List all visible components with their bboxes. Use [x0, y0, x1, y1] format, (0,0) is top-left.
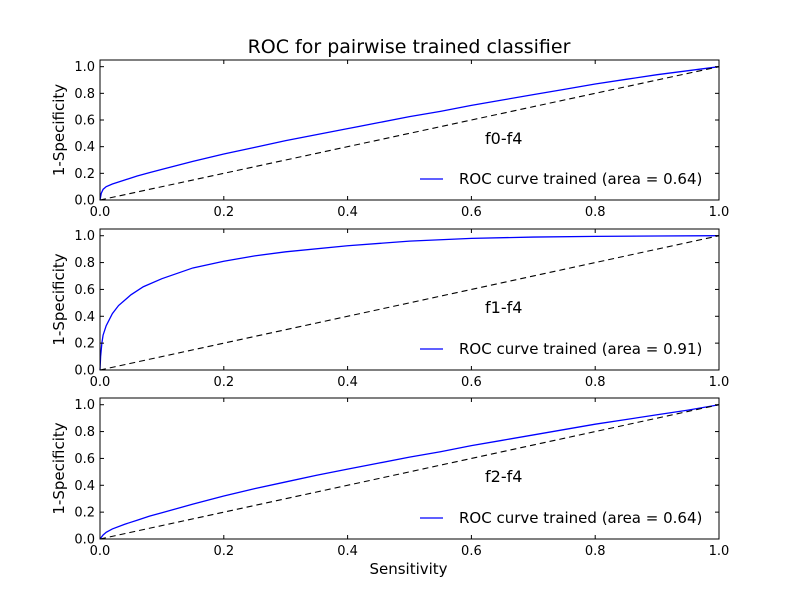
x-tick-label: 0.6 [461, 375, 482, 390]
x-tick-label: 1.0 [709, 375, 730, 390]
y-tick-label: 0.0 [74, 364, 95, 379]
y-tick-label: 0.2 [74, 337, 95, 352]
roc-curve-line [99, 66, 720, 201]
legend-entry: ROC curve trained (area = 0.91) [459, 340, 702, 358]
x-tick-label: 1.0 [709, 205, 730, 220]
x-tick-label: 0.4 [337, 205, 358, 220]
plot-frame [99, 228, 720, 371]
x-tick-label: 0.8 [585, 375, 606, 390]
figure-title: ROC for pairwise trained classifier [248, 36, 571, 58]
y-tick-label: 0.4 [74, 140, 95, 155]
x-tick-label: 0.0 [90, 205, 111, 220]
y-tick-label: 1.0 [74, 398, 95, 413]
x-tick-label: 0.8 [585, 544, 606, 559]
y-tick-label: 0.0 [74, 194, 95, 209]
x-tick-label: 0.4 [337, 544, 358, 559]
x-tick-label: 0.6 [461, 544, 482, 559]
y-tick-label: 0.8 [74, 425, 95, 440]
roc-curve-line [99, 404, 720, 540]
plot-frame [99, 397, 720, 540]
y-axis-label: 1-Specificity [50, 84, 68, 176]
x-tick-label: 0.2 [213, 205, 234, 220]
panel-f0-f4: 0.0 0.2 0.4 0.6 0.8 1.0 0.0 0.2 0.4 0.6 0.8 1.0 1-Sp… [50, 59, 730, 220]
y-tick-label: 0.4 [74, 310, 95, 325]
y-axis-label: 1-Specificity [50, 422, 68, 514]
x-tick-label: 0.0 [90, 375, 111, 390]
y-tick-label: 0.4 [74, 479, 95, 494]
y-tick-label: 0.0 [74, 533, 95, 548]
chance-diagonal-line [99, 66, 720, 201]
legend-entry: ROC curve trained (area = 0.64) [459, 509, 702, 527]
x-tick-label: 0.6 [461, 205, 482, 220]
panel-annotation: f0-f4 [485, 129, 522, 148]
x-axis-label: Sensitivity [369, 560, 447, 578]
y-axis-label: 1-Specificity [50, 253, 68, 345]
legend-entry: ROC curve trained (area = 0.64) [459, 170, 702, 188]
y-tick-label: 1.0 [74, 229, 95, 244]
y-tick-label: 0.8 [74, 256, 95, 271]
roc-curve-line [99, 235, 720, 371]
panel-annotation: f2-f4 [485, 467, 522, 486]
y-tick-label: 0.6 [74, 114, 95, 129]
chance-diagonal-line [99, 404, 720, 540]
panels: 0.0 0.2 0.4 0.6 0.8 1.0 0.0 0.2 0.4 0.6 0.8 1.0 1-Sp… [50, 59, 730, 578]
y-tick-label: 0.2 [74, 167, 95, 182]
plot-frame [99, 59, 720, 201]
panel-f1-f4: 0.0 0.2 0.4 0.6 0.8 1.0 0.0 0.2 0.4 0.6 0.8 1.0 1-Sp… [50, 228, 730, 390]
x-tick-label: 0.8 [585, 205, 606, 220]
x-tick-label: 0.0 [90, 544, 111, 559]
x-tick-label: 1.0 [709, 544, 730, 559]
x-tick-label: 0.4 [337, 375, 358, 390]
x-tick-label: 0.2 [213, 375, 234, 390]
y-tick-label: 0.6 [74, 283, 95, 298]
chance-diagonal-line [99, 235, 720, 371]
y-tick-label: 0.8 [74, 87, 95, 102]
y-tick-label: 1.0 [74, 60, 95, 75]
panel-f2-f4: 0.0 0.2 0.4 0.6 0.8 1.0 0.0 0.2 0.4 0.6 0.8 1.0 1-Sp… [50, 397, 730, 578]
x-tick-label: 0.2 [213, 544, 234, 559]
y-tick-label: 0.2 [74, 506, 95, 521]
y-tick-label: 0.6 [74, 452, 95, 467]
panel-annotation: f1-f4 [485, 298, 522, 317]
